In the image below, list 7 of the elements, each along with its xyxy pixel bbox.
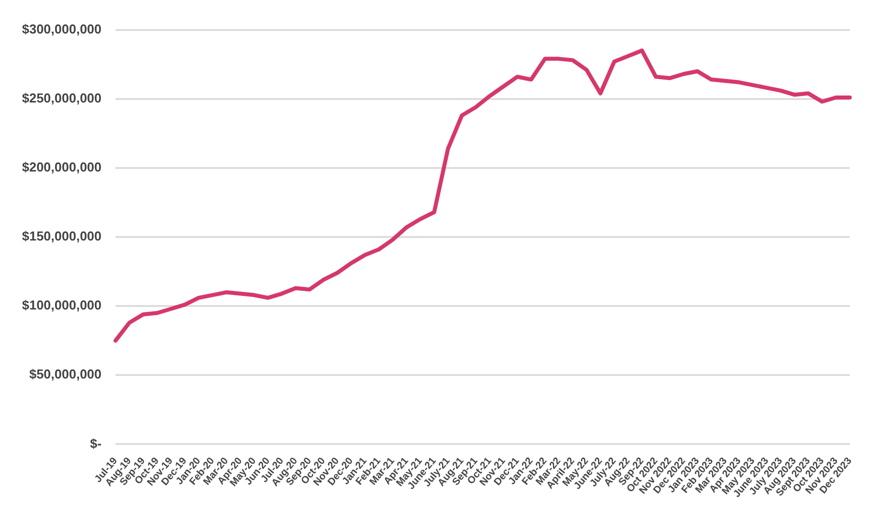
y-tick-label: $200,000,000 <box>22 160 102 175</box>
y-tick-label: $150,000,000 <box>22 228 102 244</box>
y-tick-label: $250,000,000 <box>22 90 102 106</box>
y-tick-label: $300,000,000 <box>22 21 102 36</box>
y-tick-label: $- <box>90 436 102 451</box>
y-tick-label: $50,000,000 <box>29 366 102 382</box>
y-tick-label: $100,000,000 <box>22 298 102 313</box>
